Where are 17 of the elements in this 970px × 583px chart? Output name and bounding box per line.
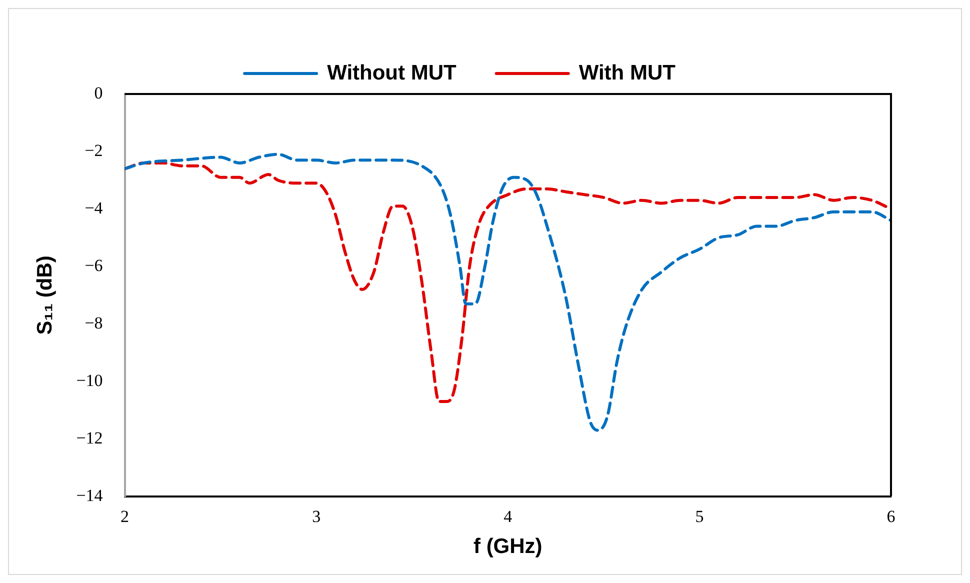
x-tick-label: 4 [504, 507, 513, 526]
y-axis-title: S₁₁ (dB) [33, 256, 56, 335]
y-tick-label: 0 [94, 83, 103, 102]
y-tick-label: −10 [76, 370, 103, 390]
legend-label: With MUT [578, 61, 676, 84]
x-tick-label: 5 [695, 507, 704, 526]
y-tick-label: −14 [76, 486, 104, 505]
y-tick-label: −2 [84, 140, 103, 160]
x-tick-label: 2 [120, 507, 130, 526]
x-tick-label: 6 [886, 507, 896, 526]
y-tick-label: −8 [84, 313, 103, 332]
y-tick-label: −12 [76, 428, 103, 448]
y-tick-label: −6 [84, 256, 103, 275]
y-tick-label: −4 [84, 198, 104, 218]
x-tick-label: 3 [312, 507, 321, 526]
legend-label: Without MUT [327, 61, 456, 84]
x-axis-title: f (GHz) [473, 535, 542, 558]
